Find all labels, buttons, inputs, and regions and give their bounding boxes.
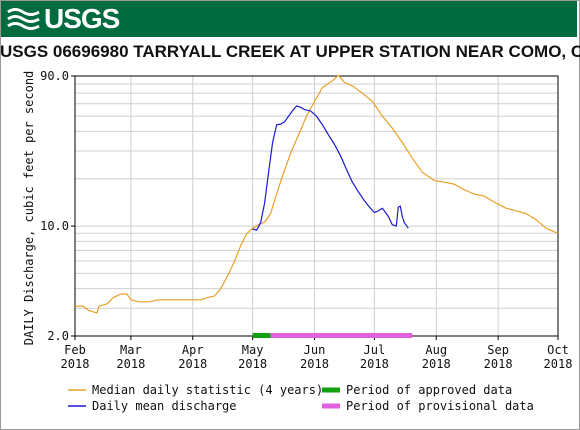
x-tick-label-year: 2018 bbox=[544, 357, 573, 371]
status-bars bbox=[252, 333, 413, 338]
axis-labels: Feb2018Mar2018Apr2018May2018Jun2018Jul20… bbox=[40, 69, 572, 371]
legend-approved-label: Period of approved data bbox=[346, 383, 512, 397]
legend-median-label: Median daily statistic (4 years) bbox=[92, 383, 323, 397]
usgs-waves-icon bbox=[7, 8, 40, 30]
x-tick-label-month: Feb bbox=[64, 343, 86, 357]
x-tick-label-month: May bbox=[242, 343, 264, 357]
median-daily-statistic-line bbox=[75, 74, 559, 314]
usgs-banner: USGS bbox=[1, 1, 577, 37]
x-tick-label-month: Jul bbox=[364, 343, 386, 357]
daily-mean-discharge-line bbox=[252, 105, 409, 231]
x-tick-label-year: 2018 bbox=[116, 357, 145, 371]
provisional-data-bar bbox=[270, 333, 413, 338]
y-tick-label: 10.0 bbox=[40, 219, 69, 233]
x-tick-label-month: Mar bbox=[120, 343, 142, 357]
usgs-logo: USGS bbox=[7, 3, 120, 35]
chart-title: USGS 06696980 TARRYALL CREEK AT UPPER ST… bbox=[0, 42, 580, 61]
x-tick-label-month: Aug bbox=[425, 343, 447, 357]
y-axis-label: DAILY Discharge, cubic feet per second bbox=[22, 71, 36, 346]
y-tick-label: 2.0 bbox=[47, 329, 69, 343]
x-tick-label-month: Jun bbox=[304, 343, 326, 357]
approved-data-bar bbox=[252, 333, 271, 338]
x-tick-label-year: 2018 bbox=[300, 357, 329, 371]
x-tick-label-year: 2018 bbox=[61, 357, 90, 371]
usgs-logo-text: USGS bbox=[44, 3, 120, 34]
x-tick-label-year: 2018 bbox=[422, 357, 451, 371]
series-lines bbox=[75, 74, 559, 314]
x-tick-label-year: 2018 bbox=[238, 357, 267, 371]
legend-daily-mean-label: Daily mean discharge bbox=[92, 399, 237, 413]
x-tick-label-month: Sep bbox=[487, 343, 509, 357]
x-tick-label-year: 2018 bbox=[484, 357, 513, 371]
x-tick-label-year: 2018 bbox=[178, 357, 207, 371]
x-tick-label-year: 2018 bbox=[360, 357, 389, 371]
x-tick-label-month: Apr bbox=[182, 343, 204, 357]
y-tick-label: 90.0 bbox=[40, 69, 69, 83]
plot-area-border bbox=[74, 75, 559, 337]
legend-provisional-label: Period of provisional data bbox=[346, 399, 534, 413]
x-tick-label-month: Oct bbox=[547, 343, 569, 357]
legend: Median daily statistic (4 years) Period o… bbox=[68, 383, 534, 413]
grid-lines bbox=[74, 75, 559, 337]
